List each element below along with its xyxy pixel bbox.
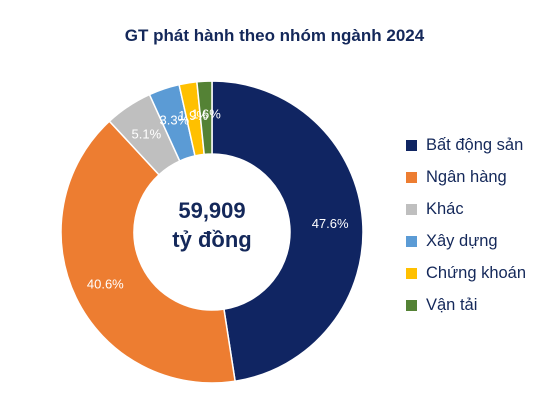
legend-label: Vận tải	[426, 295, 478, 314]
legend-label: Khác	[426, 199, 464, 218]
legend-item-ngan-hang: Ngân hàng	[406, 161, 526, 193]
slice-label-chung-khoan: 1.9%	[178, 108, 208, 123]
chart-title: GT phát hành theo nhóm ngành 2024	[124, 26, 425, 45]
legend-item-bat-dong-san: Bất động sản	[406, 129, 526, 161]
center-total-unit: tỷ đồng	[172, 227, 251, 252]
slice-label-khac: 5.1%	[132, 126, 162, 141]
legend-label: Chứng khoán	[426, 263, 527, 282]
legend-item-xay-dung: Xây dựng	[406, 225, 526, 257]
slice-label-xay-dung: 3.3%	[160, 113, 190, 128]
slice-bat-dong-san	[211, 80, 364, 383]
donut-slices	[60, 80, 364, 384]
slice-ngan-hang	[60, 120, 236, 384]
legend-item-khac: Khác	[406, 193, 526, 225]
legend-swatch	[406, 267, 417, 279]
slice-van-tai	[196, 80, 213, 156]
slice-labels: 47.6% 40.6% 5.1%3.3%1.9%1.6%	[87, 107, 349, 292]
center-total-value: 59,909	[178, 198, 245, 223]
slice-label-bat-dong-san: 47.6%	[312, 216, 349, 231]
legend-label: Xây dựng	[426, 231, 498, 250]
legend-swatch	[406, 299, 417, 311]
legend-item-chung-khoan: Chứng khoán	[406, 257, 526, 289]
legend-swatch	[406, 171, 417, 183]
slice-label-van-tai: 1.6%	[191, 107, 221, 122]
legend-swatch	[406, 203, 417, 215]
chart-legend: Bất động sản Ngân hàng Khác Xây dựng Chứng k…	[406, 129, 526, 321]
slice-label-ngan-hang: 40.6%	[87, 277, 124, 292]
legend-label: Bất động sản	[426, 135, 524, 154]
legend-label: Ngân hàng	[426, 167, 507, 186]
legend-item-van-tai: Vận tải	[406, 289, 526, 321]
legend-swatch	[406, 139, 417, 151]
legend-swatch	[406, 235, 417, 247]
